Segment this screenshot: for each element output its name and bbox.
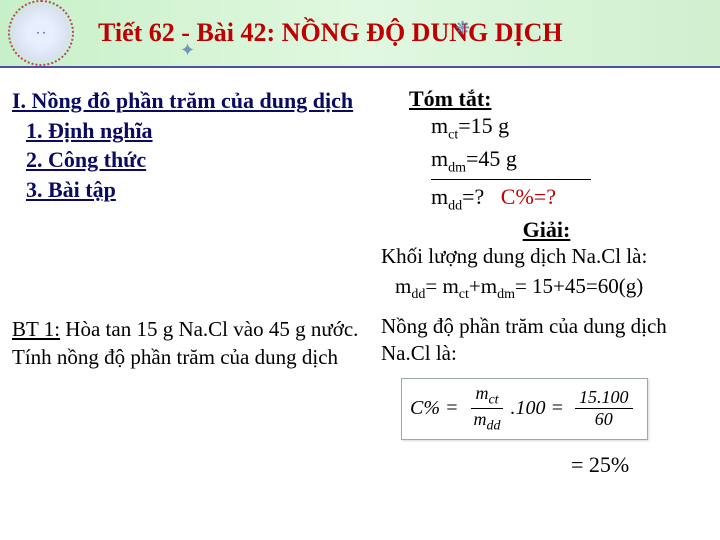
var-m: m <box>475 383 488 403</box>
var-m: m <box>431 113 448 138</box>
exercise-text: Hòa tan 15 g Na.Cl vào 45 g nước. Tính n… <box>12 317 358 369</box>
var-m: m <box>474 409 487 429</box>
content-area: I. Nồng đô phần trăm của dung dịch 1. Đị… <box>0 68 720 478</box>
var-m: m <box>431 146 448 171</box>
badge-ring <box>8 0 74 66</box>
exercise-label: BT 1: <box>12 317 60 341</box>
sub-dd: dd <box>487 419 501 434</box>
formula-box: C% = mct mdd .100 = 15.100 60 <box>401 378 648 440</box>
right-column: Tóm tắt: mct=15 g mdm=45 g mdd=? C%=? Gi… <box>377 86 712 478</box>
outline-item-2: 2. Công thức <box>12 145 377 175</box>
denominator: 60 <box>591 409 617 430</box>
var-m: m <box>431 184 448 209</box>
summary-heading: Tóm tắt: <box>381 86 712 112</box>
plus-sign: + <box>469 274 481 298</box>
eq-sign: = <box>440 397 464 420</box>
sub-dm: dm <box>497 287 515 302</box>
sub-ct: ct <box>459 287 469 302</box>
school-badge: ⋆ ⋆ <box>12 4 70 62</box>
var-m: m <box>395 274 411 298</box>
left-column: I. Nồng đô phần trăm của dung dịch 1. Đị… <box>12 86 377 478</box>
var-m: m <box>481 274 497 298</box>
question-line: mdd=? C%=? <box>381 184 712 214</box>
mct-value: =15 g <box>458 113 509 138</box>
mdm-line: mdm=45 g <box>381 145 712 178</box>
calc-line: mdd= mct+mdm= 15+45=60(g) <box>381 274 712 303</box>
solution-line-1: Khối lượng dung dịch Na.Cl là: <box>381 243 712 270</box>
mct-line: mct=15 g <box>381 112 712 145</box>
decor-star-icon: ❋ <box>455 18 470 39</box>
numerator: 15.100 <box>575 387 633 409</box>
formula-lhs: C% <box>410 397 440 420</box>
sub-ct: ct <box>448 127 458 142</box>
solution-heading: Giải: <box>381 217 712 243</box>
header-bar: ⋆ ⋆ ✦ ❋ Tiết 62 - Bài 42: NỒNG ĐỘ DUNG D… <box>0 0 720 68</box>
decor-star-icon: ✦ <box>180 40 195 61</box>
sub-dd: dd <box>411 287 425 302</box>
denominator: mdd <box>470 409 505 435</box>
section-heading: I. Nồng đô phần trăm của dung dịch <box>12 86 377 116</box>
mdd-q: =? <box>462 184 484 209</box>
formula: C% = mct mdd .100 = 15.100 60 <box>410 383 639 435</box>
outline-item-3: 3. Bài tập <box>12 175 377 205</box>
exercise-block: BT 1: Hòa tan 15 g Na.Cl vào 45 g nước. … <box>12 315 377 372</box>
numerator: mct <box>471 383 502 410</box>
fraction-2: 15.100 60 <box>575 387 633 430</box>
var-m: m <box>442 274 458 298</box>
eq-sign: = <box>546 397 570 420</box>
final-result: = 25% <box>381 452 712 478</box>
solution-line-2: Nồng độ phần trăm của dung dịch Na.Cl là… <box>381 313 712 368</box>
calc-result: = 15+45=60(g) <box>515 274 643 298</box>
fraction-1: mct mdd <box>470 383 505 435</box>
sub-dd: dd <box>448 199 462 214</box>
sub-dm: dm <box>448 160 466 175</box>
times-100: .100 <box>511 397 546 420</box>
eq-sign: = <box>425 274 437 298</box>
outline-item-1: 1. Định nghĩa <box>12 116 377 146</box>
divider <box>431 179 591 180</box>
lesson-title: Tiết 62 - Bài 42: NỒNG ĐỘ DUNG DỊCH <box>98 18 563 48</box>
c-percent-q: C%=? <box>501 184 556 209</box>
sub-ct: ct <box>488 392 498 407</box>
mdm-value: =45 g <box>466 146 517 171</box>
